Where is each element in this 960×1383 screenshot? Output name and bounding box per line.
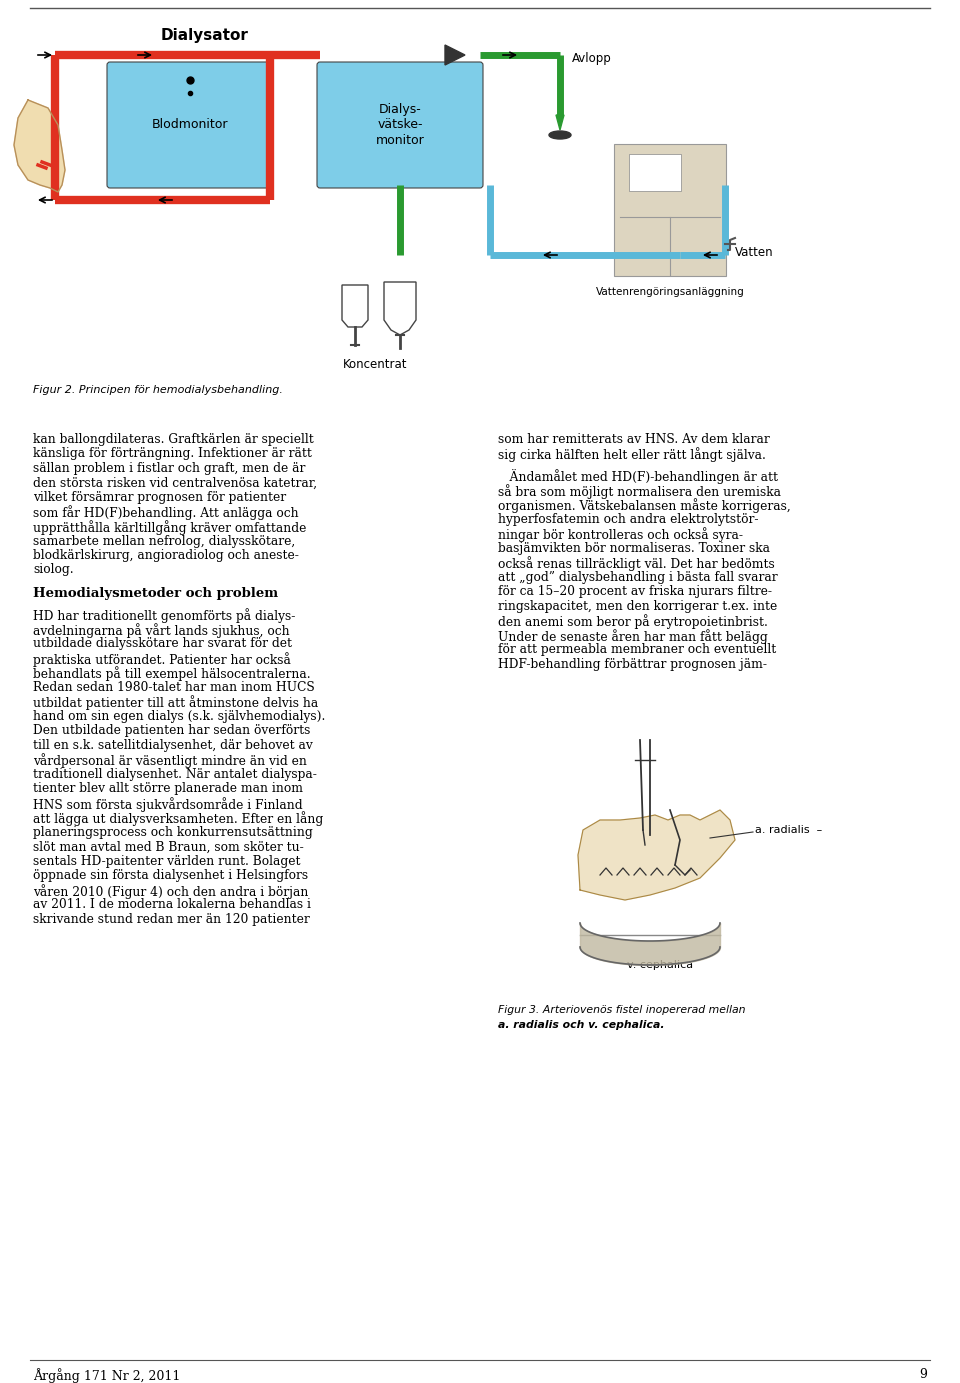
Text: Blodmonitor: Blodmonitor [152,119,228,131]
Polygon shape [14,100,65,192]
Text: vilket försämrar prognosen för patienter: vilket försämrar prognosen för patienter [33,491,286,503]
Text: hand om sin egen dialys (s.k. självhemodialys).: hand om sin egen dialys (s.k. självhemod… [33,709,325,723]
Polygon shape [384,282,416,335]
Text: vårdpersonal är väsentligt mindre än vid en: vårdpersonal är väsentligt mindre än vid… [33,754,307,769]
Text: sentals HD-paitenter världen runt. Bolaget: sentals HD-paitenter världen runt. Bolag… [33,855,300,869]
Text: Vattenrengöringsanläggning: Vattenrengöringsanläggning [595,288,744,297]
Text: planeringsprocess och konkurrensutsättning: planeringsprocess och konkurrensutsättni… [33,826,313,839]
Text: skrivande stund redan mer än 120 patienter: skrivande stund redan mer än 120 patient… [33,913,310,927]
Text: Under de senaste åren har man fått belägg: Under de senaste åren har man fått beläg… [498,629,768,643]
Polygon shape [578,810,735,900]
Text: hyperfosfatemin och andra elektrolytstör-: hyperfosfatemin och andra elektrolytstör… [498,513,758,526]
Text: att „god” dialysbehandling i bästa fall svarar: att „god” dialysbehandling i bästa fall … [498,571,778,584]
Text: HDF-behandling förbättrar prognosen jäm-: HDF-behandling förbättrar prognosen jäm- [498,658,767,671]
Text: siolog.: siolog. [33,563,74,577]
Text: Figur 3. Arteriovenös fistel inopererad mellan: Figur 3. Arteriovenös fistel inopererad … [498,1005,746,1015]
Text: sällan problem i fistlar och graft, men de är: sällan problem i fistlar och graft, men … [33,462,305,474]
Text: Dialys-
vätske-
monitor: Dialys- vätske- monitor [375,104,424,147]
Text: känsliga för förträngning. Infektioner är rätt: känsliga för förträngning. Infektioner ä… [33,448,312,461]
Text: att lägga ut dialysverksamheten. Efter en lång: att lägga ut dialysverksamheten. Efter e… [33,812,324,826]
Text: den största risken vid centralvenösa katetrar,: den största risken vid centralvenösa kat… [33,477,317,490]
Text: basjämvikten bör normaliseras. Toxiner ska: basjämvikten bör normaliseras. Toxiner s… [498,542,770,555]
Text: den anemi som beror på erytropoietinbrist.: den anemi som beror på erytropoietinbris… [498,614,768,629]
Text: traditionell dialysenhet. När antalet dialyspa-: traditionell dialysenhet. När antalet di… [33,768,317,781]
Text: så bra som möjligt normalisera den uremiska: så bra som möjligt normalisera den uremi… [498,484,781,499]
Text: v. cephalica: v. cephalica [627,960,693,969]
Text: praktiska utförandet. Patienter har också: praktiska utförandet. Patienter har ocks… [33,651,291,667]
Text: våren 2010 (Figur 4) och den andra i början: våren 2010 (Figur 4) och den andra i bör… [33,884,308,899]
FancyBboxPatch shape [629,154,681,191]
Text: utbildat patienter till att åtminstone delvis ha: utbildat patienter till att åtminstone d… [33,696,319,711]
Text: a. radialis  –: a. radialis – [755,826,823,835]
Text: Koncentrat: Koncentrat [343,358,407,371]
Text: Vatten: Vatten [735,246,774,259]
Polygon shape [445,46,465,65]
Text: utbildade dialysskötare har svarat för det: utbildade dialysskötare har svarat för d… [33,638,292,650]
Text: blodkärlskirurg, angioradiolog och aneste-: blodkärlskirurg, angioradiolog och anest… [33,549,299,561]
Text: för ca 15–20 procent av friska njurars filtre-: för ca 15–20 procent av friska njurars f… [498,585,772,599]
Text: HD har traditionellt genomförts på dialys-: HD har traditionellt genomförts på dialy… [33,609,296,624]
Text: HNS som första sjukvårdsområde i Finland: HNS som första sjukvårdsområde i Finland [33,797,302,812]
Text: ningar bör kontrolleras och också syra-: ningar bör kontrolleras och också syra- [498,527,743,542]
Polygon shape [556,115,564,130]
Ellipse shape [549,131,571,140]
Text: Årgång 171 Nr 2, 2011: Årgång 171 Nr 2, 2011 [33,1368,180,1383]
Text: samarbete mellan nefrolog, dialysskötare,: samarbete mellan nefrolog, dialysskötare… [33,534,296,548]
Text: öppnade sin första dialysenhet i Helsingfors: öppnade sin första dialysenhet i Helsing… [33,870,308,882]
Text: slöt man avtal med B Braun, som sköter tu-: slöt man avtal med B Braun, som sköter t… [33,841,303,853]
Text: Den utbildade patienten har sedan överförts: Den utbildade patienten har sedan överfö… [33,725,310,737]
Text: Hemodialysmetoder och problem: Hemodialysmetoder och problem [33,586,278,600]
Text: Figur 2. Principen för hemodialysbehandling.: Figur 2. Principen för hemodialysbehandl… [33,384,283,396]
Text: organismen. Vätskebalansen måste korrigeras,: organismen. Vätskebalansen måste korrige… [498,498,791,513]
Text: som har remitterats av HNS. Av dem klarar: som har remitterats av HNS. Av dem klara… [498,433,770,445]
Text: behandlats på till exempel hälsocentralerna.: behandlats på till exempel hälsocentrale… [33,667,311,682]
Text: Redan sedan 1980-talet har man inom HUCS: Redan sedan 1980-talet har man inom HUCS [33,680,315,694]
Text: tienter blev allt större planerade man inom: tienter blev allt större planerade man i… [33,783,303,795]
Text: kan ballongdilateras. Graftkärlen är speciellt: kan ballongdilateras. Graftkärlen är spe… [33,433,314,445]
Text: som får HD(F)behandling. Att anlägga och: som får HD(F)behandling. Att anlägga och [33,506,299,520]
Text: också renas tillräckligt väl. Det har bedömts: också renas tillräckligt väl. Det har be… [498,556,775,571]
Text: ringskapacitet, men den korrigerar t.ex. inte: ringskapacitet, men den korrigerar t.ex.… [498,600,778,613]
Polygon shape [342,285,368,326]
Text: sig cirka hälften helt eller rätt långt själva.: sig cirka hälften helt eller rätt långt … [498,448,766,462]
Text: a. radialis och v. cephalica.: a. radialis och v. cephalica. [498,1021,664,1030]
Text: 9: 9 [919,1368,927,1382]
FancyBboxPatch shape [614,144,726,277]
FancyBboxPatch shape [317,62,483,188]
Text: Dialysator: Dialysator [161,28,249,43]
FancyBboxPatch shape [107,62,273,188]
Text: avdelningarna på vårt lands sjukhus, och: avdelningarna på vårt lands sjukhus, och [33,622,290,638]
Text: för att permeabla membraner och eventuellt: för att permeabla membraner och eventuel… [498,643,777,657]
Text: till en s.k. satellitdialysenhet, där behovet av: till en s.k. satellitdialysenhet, där be… [33,739,313,752]
Text: Avlopp: Avlopp [572,53,612,65]
Text: upprätthålla kärltillgång kräver omfattande: upprätthålla kärltillgång kräver omfatta… [33,520,306,535]
Text: av 2011. I de moderna lokalerna behandlas i: av 2011. I de moderna lokalerna behandla… [33,899,311,911]
Text: Ändamålet med HD(F)-behandlingen är att: Ändamålet med HD(F)-behandlingen är att [498,469,778,484]
